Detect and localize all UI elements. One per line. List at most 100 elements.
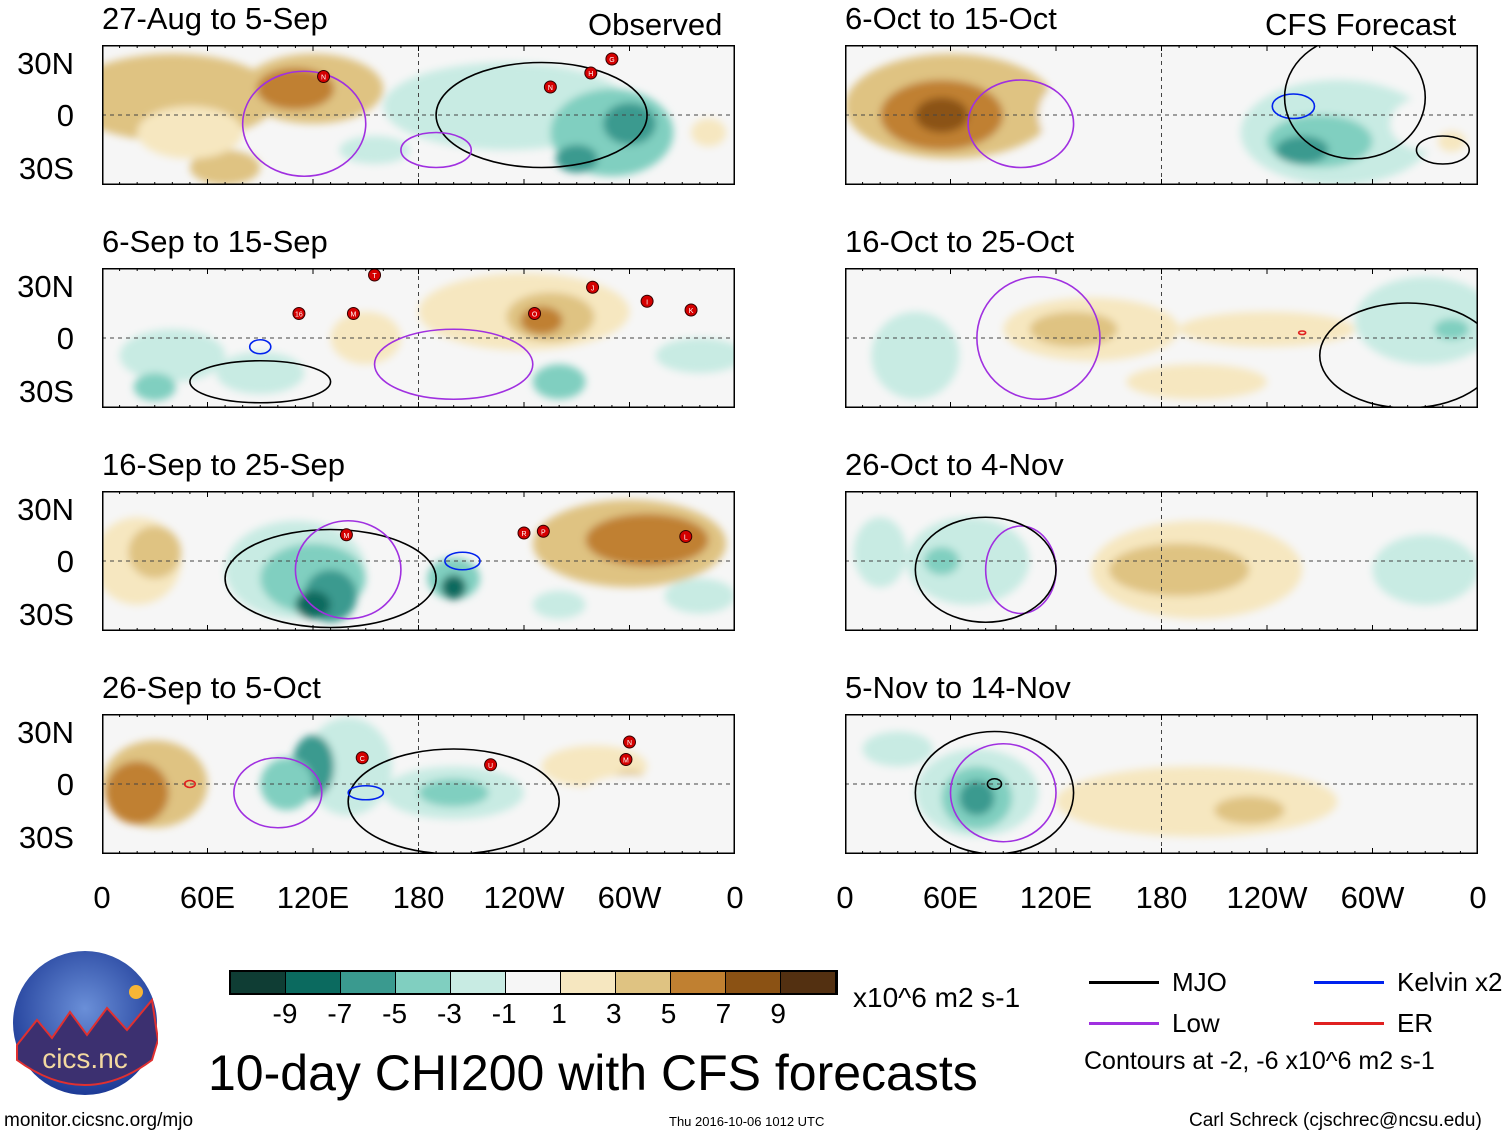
x-tick-label: 60W — [597, 880, 662, 915]
colorbar-swatch — [616, 972, 671, 993]
storm-label: M — [623, 758, 629, 765]
shading-region — [330, 311, 401, 365]
contour-line — [967, 79, 1075, 169]
legend-label: Kelvin x2 — [1397, 967, 1503, 997]
observed-label: Observed — [588, 7, 723, 42]
legend-label: MJO — [1172, 967, 1227, 997]
x-tick-label: 0 — [726, 880, 744, 915]
shading-region — [555, 144, 598, 173]
shading-region — [1437, 130, 1466, 152]
storm-marker: T — [368, 268, 382, 282]
y-tick-label: 30N — [17, 268, 74, 304]
shading-region — [256, 67, 335, 110]
map-panel — [845, 714, 1478, 854]
shading-region — [339, 136, 410, 164]
contour-line — [949, 742, 1057, 843]
shading-region — [853, 517, 907, 588]
shading-region — [1056, 766, 1338, 837]
colorbar-tick-label: 7 — [715, 998, 732, 1029]
colorbar-swatch — [341, 972, 396, 993]
colorbar-swatch — [231, 972, 286, 993]
colorbar-swatch — [726, 972, 781, 993]
x-tick-label: 0 — [836, 880, 854, 915]
storm-label: C — [360, 756, 365, 763]
colorbar — [229, 970, 838, 995]
storm-marker: N — [623, 735, 636, 749]
storm-marker: M — [619, 753, 633, 766]
shading-region — [871, 311, 960, 400]
x-tick-label: 120E — [276, 880, 350, 915]
y-tick-label: 30N — [17, 491, 74, 527]
storm-marker: I — [640, 294, 654, 308]
panel-title: 16-Sep to 25-Sep — [102, 447, 346, 482]
y-tick-label: 30S — [18, 596, 74, 632]
footer-url[interactable]: monitor.cicsnc.org/mjo — [4, 1110, 194, 1131]
contour-line — [233, 756, 323, 829]
contour-note: Contours at -2, -6 x10^6 m2 s-1 — [1084, 1047, 1435, 1075]
colorbar-tick-label: 1 — [551, 998, 567, 1029]
map-panel: N N H G — [102, 45, 735, 185]
shading-region — [664, 578, 735, 614]
contour-line — [248, 338, 272, 355]
storm-marker: L — [679, 530, 693, 543]
panel-title: 6-Oct to 15-Oct — [845, 1, 1057, 36]
colorbar-tick-label: -3 — [436, 998, 462, 1029]
legend-line — [1089, 1022, 1159, 1025]
contour-line — [373, 328, 534, 401]
x-tick-label: 120E — [1019, 880, 1093, 915]
shading-region — [1275, 136, 1329, 164]
storm-label: N — [321, 75, 326, 82]
shading-region — [1038, 80, 1109, 150]
shading-region — [105, 761, 169, 825]
storm-label: N — [548, 85, 553, 92]
shading-region — [1214, 796, 1285, 825]
shading-region — [603, 102, 656, 145]
legend-label: ER — [1397, 1008, 1434, 1038]
colorbar-swatch — [671, 972, 726, 993]
panel-title: 27-Aug to 5-Sep — [102, 1, 328, 36]
contour-line — [986, 777, 1003, 791]
cics-logo: cics.nc — [13, 951, 158, 1095]
colorbar-tick-label: -1 — [491, 998, 517, 1029]
contour-line — [435, 61, 648, 169]
shading-region — [1434, 318, 1470, 340]
x-tick-label: 120W — [483, 880, 565, 915]
shading-region — [137, 106, 243, 159]
shading-region — [576, 775, 683, 828]
legend-line — [1314, 1022, 1384, 1025]
y-tick-label: 0 — [56, 767, 74, 802]
contour-line — [1283, 45, 1427, 160]
panel-title: 5-Nov to 14-Nov — [845, 670, 1071, 705]
storm-marker: N — [317, 70, 331, 83]
colorbar-tick-label: 5 — [660, 998, 677, 1029]
storm-label: P — [541, 529, 546, 536]
contour-line — [1415, 135, 1471, 165]
shading-region — [1179, 311, 1355, 347]
x-tick-label: 60W — [1340, 880, 1405, 915]
storm-marker: C — [355, 751, 369, 765]
map-panel — [845, 491, 1478, 631]
storm-label: U — [488, 763, 493, 770]
footer-author: Carl Schreck (cjschrec@ncsu.edu) — [1189, 1110, 1482, 1131]
x-tick-label: 120W — [1226, 880, 1308, 915]
shading-region — [128, 526, 182, 579]
shading-region — [959, 780, 995, 816]
storm-marker: K — [684, 303, 698, 317]
x-tick-label: 0 — [1469, 880, 1487, 915]
shading-region — [441, 575, 466, 600]
shading-region — [1126, 364, 1267, 400]
shading-region — [216, 352, 305, 394]
y-tick-label: 30N — [17, 714, 74, 750]
storm-label: M — [351, 312, 357, 319]
colorbar-swatch — [286, 972, 341, 993]
map-panel: T 16 M O J I K — [102, 268, 735, 408]
y-tick-label: 30N — [17, 45, 74, 81]
contour-line — [914, 730, 1075, 854]
legend-label: Low — [1172, 1008, 1220, 1038]
map-panel: C U N M — [102, 714, 735, 854]
panel-title: 26-Sep to 5-Oct — [102, 670, 321, 705]
contour-line — [1318, 302, 1478, 408]
y-tick-label: 0 — [56, 321, 74, 356]
x-tick-label: 60E — [179, 880, 236, 915]
storm-marker: G — [605, 52, 619, 66]
